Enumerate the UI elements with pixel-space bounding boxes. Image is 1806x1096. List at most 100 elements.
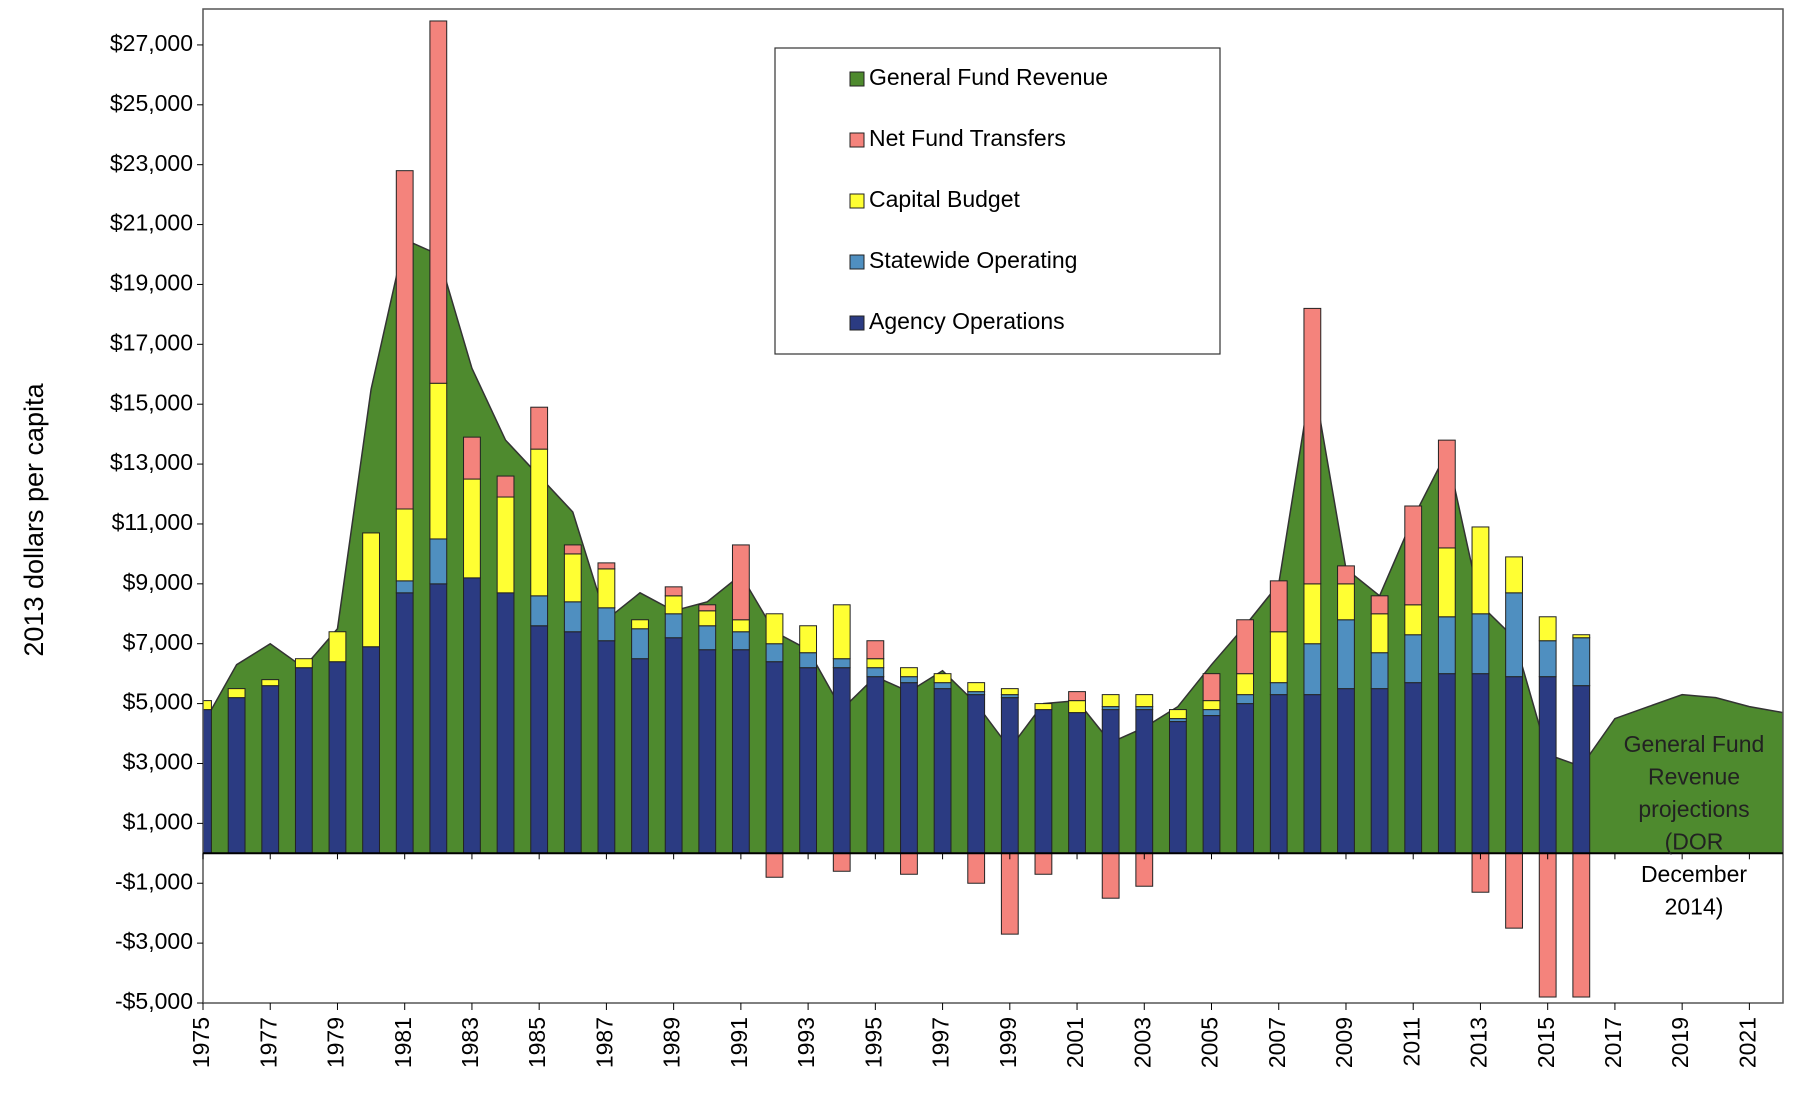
annotation: Revenue: [1648, 764, 1740, 790]
bar-segment: [1068, 712, 1086, 854]
bar-segment: [395, 580, 414, 594]
bar-segment: [765, 852, 784, 878]
bar-segment: [1236, 673, 1255, 696]
bar-segment: [1538, 676, 1557, 854]
x-tick-label: 2009: [1331, 1017, 1357, 1068]
x-tick-label: 1975: [188, 1017, 214, 1068]
bar-segment: [395, 592, 414, 854]
bar-segment: [1404, 682, 1423, 854]
x-tick-label: 1983: [457, 1017, 483, 1068]
y-tick-label: $25,000: [110, 90, 193, 116]
legend-swatch: [849, 193, 865, 209]
bar-segment: [1068, 691, 1086, 702]
bar-segment: [731, 649, 750, 854]
bar-segment: [1068, 700, 1086, 714]
bar-segment: [1370, 688, 1389, 854]
bar-segment: [227, 697, 246, 854]
bar-segment: [698, 604, 717, 612]
x-tick-label: 1981: [390, 1017, 416, 1068]
annotation: 2014): [1665, 894, 1724, 920]
bar-segment: [1505, 676, 1523, 854]
bar-segment: [1269, 682, 1288, 696]
bar-segment: [1370, 613, 1389, 654]
bar-segment: [563, 631, 582, 854]
bar-segment: [429, 382, 448, 540]
y-tick-label: -$5,000: [115, 988, 193, 1014]
bar-segment: [1034, 852, 1053, 875]
bar-segment: [631, 628, 649, 660]
bar-segment: [1404, 604, 1423, 636]
bar-segment: [1471, 613, 1490, 675]
bar-segment: [429, 583, 448, 854]
bar-segment: [631, 619, 649, 630]
bar-segment: [731, 619, 750, 633]
bar-segment: [631, 658, 649, 854]
legend-label: Capital Budget: [869, 186, 1020, 212]
legend-swatch: [849, 315, 865, 331]
bar-segment: [765, 613, 784, 645]
bar-segment: [1505, 592, 1523, 678]
bar-segment: [1437, 547, 1456, 618]
bar-segment: [1471, 673, 1490, 854]
x-tick-label: 2019: [1667, 1017, 1693, 1068]
bar-segment: [664, 586, 683, 597]
bar-segment: [1269, 631, 1288, 684]
x-tick-label: 2017: [1600, 1017, 1626, 1068]
bar-segment: [294, 667, 313, 854]
bar-segment: [597, 562, 616, 570]
bar-segment: [832, 658, 851, 669]
bar-segment: [1000, 697, 1019, 854]
bar-segment: [597, 607, 616, 642]
legend-label: Net Fund Transfers: [869, 125, 1066, 151]
bar-segment: [900, 667, 918, 678]
y-tick-label: $15,000: [110, 389, 193, 415]
bar-segment: [765, 643, 784, 663]
bar-segment: [765, 661, 784, 854]
bar-segment: [832, 852, 851, 872]
x-tick-label: 1993: [793, 1017, 819, 1068]
y-tick-label: $21,000: [110, 210, 193, 236]
y-tick-label: $23,000: [110, 150, 193, 176]
bar-segment: [328, 661, 347, 854]
bar-segment: [1505, 852, 1523, 929]
bar-segment: [866, 667, 885, 678]
bar-segment: [1000, 688, 1019, 696]
bar-segment: [463, 577, 481, 854]
bar-segment: [967, 694, 986, 854]
bar-segment: [1269, 580, 1288, 633]
bar-segment: [597, 640, 616, 854]
x-tick-label: 2013: [1466, 1017, 1492, 1068]
bar-segment: [731, 544, 750, 621]
y-tick-label: -$1,000: [115, 868, 193, 894]
bar-segment: [1572, 852, 1591, 998]
bar-segment: [1404, 634, 1423, 684]
y-tick-label: $1,000: [123, 808, 193, 834]
bar-segment: [563, 553, 582, 603]
bar-segment: [1101, 694, 1120, 708]
x-tick-label: 1991: [726, 1017, 752, 1068]
bar-segment: [967, 682, 986, 693]
bar-segment: [496, 592, 515, 854]
y-tick-label: $27,000: [110, 30, 193, 56]
bar-segment: [799, 625, 818, 654]
y-tick-label: $7,000: [123, 629, 193, 655]
bar-segment: [1168, 709, 1187, 720]
bar-segment: [1269, 694, 1288, 854]
bar-segment: [1135, 694, 1154, 708]
bar-segment: [395, 170, 414, 510]
bar-segment: [496, 475, 515, 498]
bar-segment: [933, 688, 952, 854]
bar-segment: [530, 625, 549, 854]
bar-segment: [1572, 685, 1591, 854]
bar-segment: [362, 532, 380, 648]
bar-segment: [1303, 643, 1322, 696]
legend-swatch: [849, 132, 865, 148]
bar-segment: [1202, 673, 1221, 702]
bar-segment: [463, 478, 481, 579]
bar-segment: [866, 676, 885, 854]
y-tick-label: $9,000: [123, 569, 193, 595]
bar-segment: [832, 604, 851, 660]
bar-segment: [1135, 709, 1154, 854]
bar-segment: [1236, 619, 1255, 675]
bar-segment: [1505, 556, 1523, 594]
